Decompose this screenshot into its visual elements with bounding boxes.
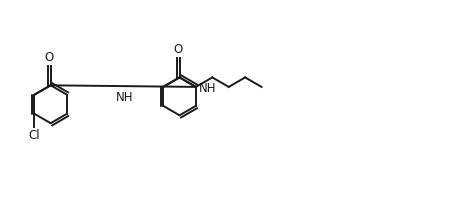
- Text: Cl: Cl: [28, 129, 40, 142]
- Text: NH: NH: [199, 82, 216, 95]
- Text: O: O: [174, 43, 183, 56]
- Text: O: O: [45, 51, 54, 64]
- Text: NH: NH: [116, 91, 133, 104]
